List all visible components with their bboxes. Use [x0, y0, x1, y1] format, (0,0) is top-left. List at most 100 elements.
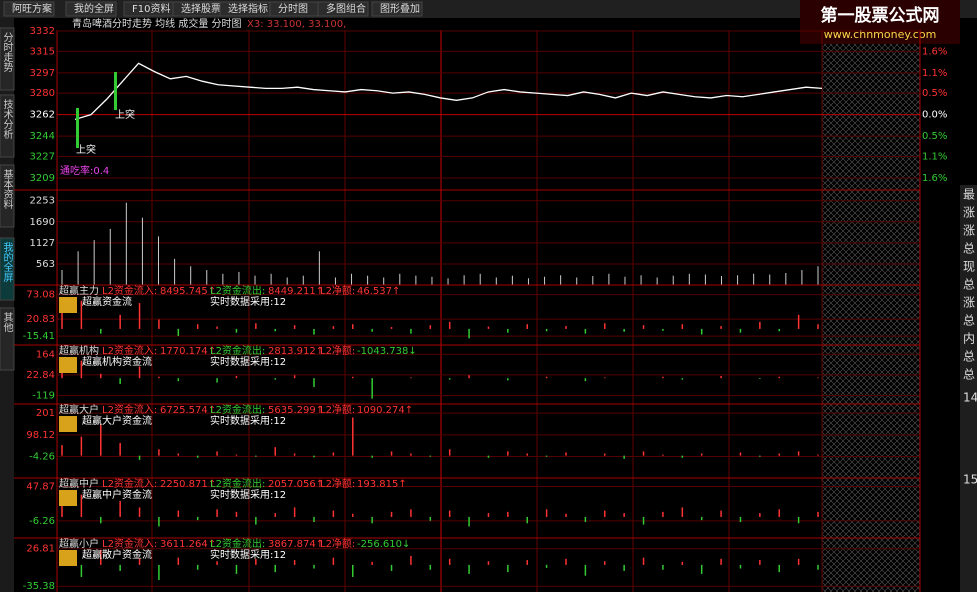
pct-tick-label: 1.6%: [922, 173, 947, 184]
side-label: 涨: [963, 295, 975, 310]
sidebar-label[interactable]: 其他: [1, 312, 13, 333]
flow-out: 2057.056↑: [268, 479, 324, 490]
flow-net-label: L2净额:: [320, 537, 355, 550]
y-tick-label: 20.83: [26, 314, 55, 325]
y-tick-label: 3227: [30, 151, 55, 162]
toolbar-button[interactable]: [65, 1, 117, 17]
flow-out: 8449.211↑: [268, 286, 324, 297]
toolbar-label[interactable]: 图形叠加: [380, 3, 420, 15]
flow-out: 5635.299↑: [268, 405, 324, 416]
flow-out-label: L2资金流出:: [210, 477, 265, 490]
y-tick-label: -6.26: [29, 516, 55, 527]
indicator: X3: 33.100, 33.100,: [247, 19, 346, 30]
flow-in: 8495.745↑: [160, 286, 216, 297]
y-tick-label: 73.08: [26, 290, 55, 301]
panel-name: 超赢主力: [59, 284, 99, 297]
toolbar-button[interactable]: [3, 1, 55, 17]
side-label: 总: [963, 314, 975, 328]
toolbar-label[interactable]: 多图组合: [326, 2, 366, 15]
panel-name: 超赢机构: [59, 344, 99, 357]
y-tick-label: 22.84: [26, 370, 55, 381]
toolbar-label[interactable]: 阿旺方案: [12, 2, 52, 15]
panel-note: 实时数据采用:12: [210, 414, 286, 427]
sidebar-tab[interactable]: [0, 164, 15, 228]
signal-label: 上突: [76, 143, 96, 156]
flow-in-label: L2资金流入:: [102, 284, 157, 297]
panel-icon: [59, 297, 77, 313]
ratio-label: 通吃率:0.4: [60, 164, 109, 177]
y-tick-label: 3262: [30, 110, 55, 121]
sidebar: [0, 18, 14, 592]
y-tick-label: -15.41: [23, 331, 55, 342]
panel-subtitle: 超赢机构资金流: [82, 355, 152, 368]
signal-bar: [114, 72, 117, 110]
flow-net: 46.537↑: [357, 286, 400, 297]
side-label: 总: [963, 350, 975, 364]
toolbar-label[interactable]: 选择股票: [181, 2, 221, 15]
flow-in: 1770.174↑: [160, 346, 216, 357]
y-tick-label: 3209: [30, 173, 55, 184]
toolbar-label[interactable]: F10资料: [132, 2, 170, 15]
toolbar-button[interactable]: [317, 1, 369, 17]
sidebar-tab[interactable]: [0, 307, 15, 371]
y-tick-label: 2253: [30, 196, 55, 207]
pct-tick-label: 0.5%: [922, 88, 947, 99]
y-tick-label: 201: [36, 408, 55, 419]
sidebar-tab[interactable]: [0, 94, 15, 158]
sidebar-label[interactable]: 基本资料: [1, 168, 13, 210]
side-label: 涨: [963, 205, 975, 220]
y-tick-label: 1127: [30, 238, 55, 249]
y-tick-label: -35.38: [23, 581, 55, 592]
side-label: 总: [963, 242, 975, 256]
panel-subtitle: 超赢中户资金流: [82, 488, 152, 501]
y-tick-label: 26.81: [26, 544, 55, 555]
y-tick-label: -4.26: [29, 452, 55, 463]
toolbar-label[interactable]: 我的全屏: [74, 2, 114, 15]
flow-net-label: L2净额:: [320, 284, 355, 297]
pct-tick-label: 1.6%: [922, 46, 947, 57]
side-panel: [960, 185, 977, 592]
toolbar-button[interactable]: [371, 1, 423, 17]
y-tick-label: 3315: [30, 46, 55, 57]
side-label: 内: [963, 332, 975, 346]
flow-in: 2250.871↑: [160, 479, 216, 490]
signal-bar: [76, 108, 79, 148]
flow-net-label: L2净额:: [320, 344, 355, 357]
future-area: [822, 30, 920, 592]
sidebar-tab[interactable]: [0, 27, 15, 91]
sidebar-label[interactable]: 我的全屏: [1, 242, 13, 283]
price-line: [74, 62, 823, 121]
panel-name: 超赢中户: [59, 477, 99, 490]
panel-note: 实时数据采用:12: [210, 488, 286, 501]
panel-note: 实时数据采用:12: [210, 295, 286, 308]
side-label: 14: [963, 391, 977, 405]
flow-in-label: L2资金流入:: [102, 344, 157, 357]
flow-in: 6725.574↑: [160, 405, 216, 416]
sidebar-label[interactable]: 分时走势: [1, 32, 13, 73]
flow-net: 1090.274↑: [357, 405, 413, 416]
toolbar-label[interactable]: 选择指标: [228, 2, 268, 15]
panel-icon: [59, 357, 77, 373]
sidebar-tab[interactable]: [0, 237, 15, 301]
flow-net: 193.815↑: [357, 479, 407, 490]
signal-label: 上突: [115, 108, 135, 121]
flow-out: 3867.874↑: [268, 539, 324, 550]
y-tick-label: 3280: [30, 88, 55, 99]
y-tick-label: 1690: [30, 217, 55, 228]
y-tick-label: 3244: [30, 131, 55, 142]
panel-note: 实时数据采用:12: [210, 355, 286, 368]
panel-subtitle: 超赢散户资金流: [82, 548, 152, 561]
panel-subtitle: 超赢大户资金流: [82, 414, 152, 427]
panel-name: 超赢大户: [59, 403, 99, 416]
pct-tick-label: 0.5%: [922, 131, 947, 142]
side-label: 现: [963, 260, 975, 274]
sidebar-label[interactable]: 技术分析: [1, 98, 13, 140]
side-label: 涨: [963, 223, 975, 238]
toolbar-label[interactable]: 分时图: [278, 3, 308, 15]
y-tick-label: 563: [36, 259, 55, 270]
flow-in-label: L2资金流入:: [102, 477, 157, 490]
watermark-title: 第一股票公式网: [821, 5, 940, 26]
flow-net-label: L2净额:: [320, 403, 355, 416]
